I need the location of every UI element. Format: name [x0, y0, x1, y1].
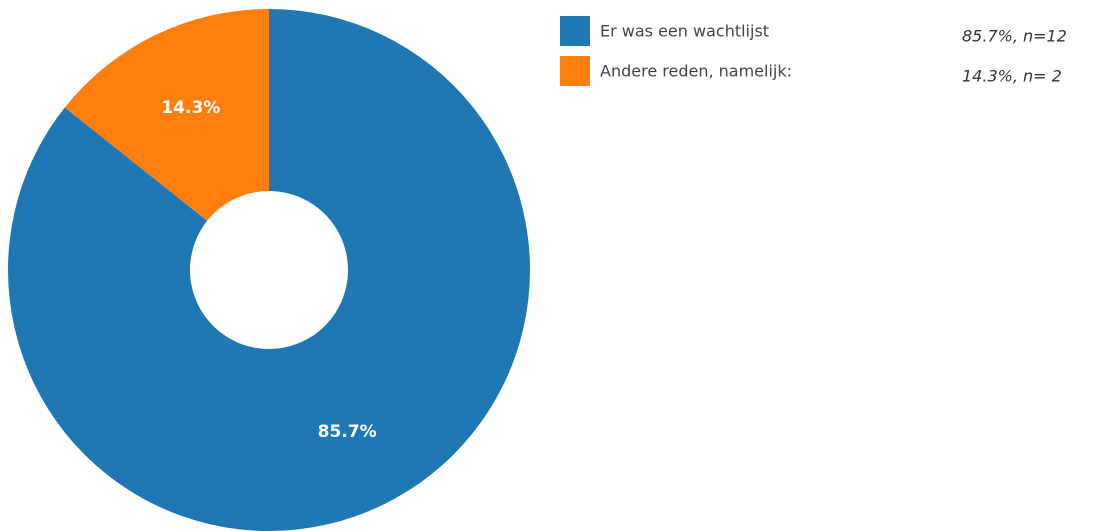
- legend-swatch: [560, 56, 590, 86]
- slice-label: 85.7%: [318, 422, 377, 442]
- slice: [64, 9, 270, 221]
- legend-note: 14.3%, n= 2: [962, 67, 1062, 86]
- legend-swatch: [560, 16, 590, 46]
- slice: [8, 9, 530, 531]
- legend-note: 85.7%, n=12: [962, 27, 1067, 46]
- slice-label: 14.3%: [161, 98, 220, 118]
- legend-label: Er was een wachtlijst: [600, 22, 769, 41]
- legend-label: Andere reden, namelijk:: [600, 62, 792, 81]
